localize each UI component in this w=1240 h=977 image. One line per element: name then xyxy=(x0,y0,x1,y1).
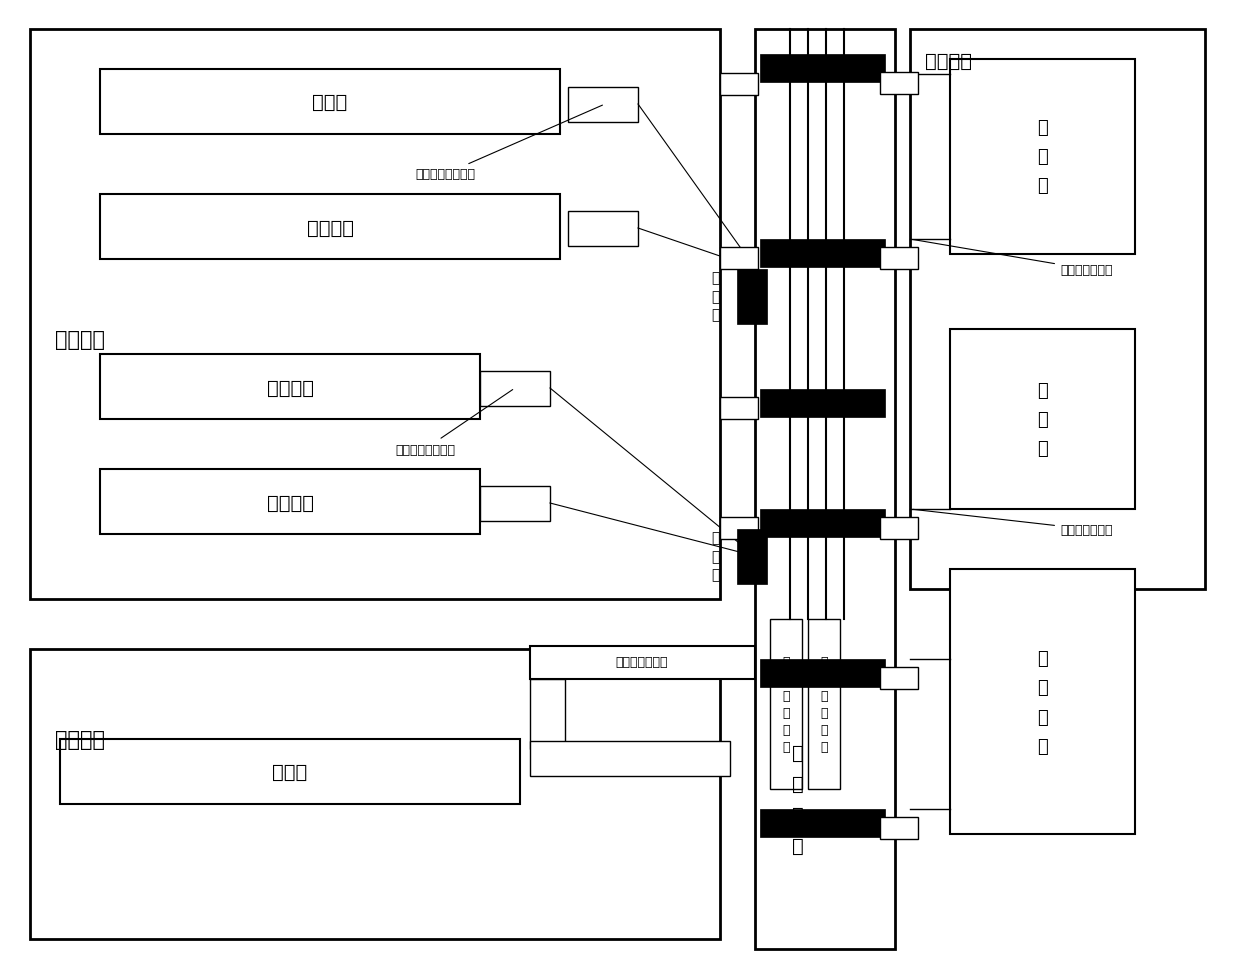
Bar xyxy=(760,55,885,83)
Bar xyxy=(760,239,885,268)
Bar xyxy=(720,248,758,270)
Text: 冷轧机运卷小车: 冷轧机运卷小车 xyxy=(913,510,1112,536)
Bar xyxy=(529,742,730,776)
Bar xyxy=(568,212,639,247)
Bar xyxy=(760,390,885,417)
Text: 冷
轧
机: 冷 轧 机 xyxy=(1037,118,1048,195)
Bar xyxy=(808,619,839,789)
Bar xyxy=(529,679,565,749)
Bar xyxy=(737,530,768,584)
Text: 冷轧车间: 冷轧车间 xyxy=(925,52,972,71)
Bar xyxy=(720,74,758,96)
Text: 堆
垛
机: 堆 垛 机 xyxy=(712,531,720,582)
Bar xyxy=(880,248,918,270)
Text: 热轧机: 热轧机 xyxy=(273,762,308,781)
Bar xyxy=(880,817,918,839)
Text: 高架仓库出料小车: 高架仓库出料小车 xyxy=(415,106,603,182)
Text: 精整车间: 精整车间 xyxy=(55,329,105,350)
Bar xyxy=(720,398,758,419)
Text: 冷轧机运卷小车: 冷轧机运卷小车 xyxy=(913,240,1112,276)
Bar xyxy=(480,371,551,406)
Text: 托
盘
运
输
机
构: 托 盘 运 输 机 构 xyxy=(820,656,828,753)
Bar xyxy=(760,809,885,837)
Bar xyxy=(755,30,895,949)
Bar xyxy=(100,355,480,419)
Bar xyxy=(30,650,720,939)
Text: 冷
连
轧
机: 冷 连 轧 机 xyxy=(1037,650,1048,755)
Bar xyxy=(880,518,918,539)
Bar xyxy=(737,270,768,324)
Bar xyxy=(480,487,551,522)
Bar xyxy=(60,740,520,804)
Text: 冷
轧
机: 冷 轧 机 xyxy=(1037,381,1048,458)
Bar xyxy=(880,73,918,95)
Text: 精整机组: 精整机组 xyxy=(267,378,314,397)
Bar xyxy=(100,70,560,135)
Bar xyxy=(720,518,758,539)
Bar xyxy=(950,329,1135,509)
Bar xyxy=(760,659,885,687)
Bar xyxy=(568,88,639,123)
Bar xyxy=(100,194,560,260)
Bar xyxy=(760,509,885,537)
Bar xyxy=(529,647,755,679)
Bar xyxy=(100,470,480,534)
Text: 托
盘
运
输
机
构: 托 盘 运 输 机 构 xyxy=(782,656,790,753)
Text: 退火炉: 退火炉 xyxy=(312,93,347,111)
Text: 热轧车间: 热轧车间 xyxy=(55,729,105,749)
Bar xyxy=(910,30,1205,589)
Bar xyxy=(770,619,802,789)
Bar xyxy=(950,60,1135,255)
Bar xyxy=(30,30,720,599)
Text: 精整机组: 精整机组 xyxy=(267,493,314,512)
Bar xyxy=(880,667,918,690)
Text: 热轧机出料机构: 热轧机出料机构 xyxy=(616,656,668,669)
Text: 高
架
仓
库: 高 架 仓 库 xyxy=(792,743,804,855)
Text: 高架仓库出料小车: 高架仓库出料小车 xyxy=(396,390,512,456)
Text: 精整机组: 精整机组 xyxy=(306,218,353,237)
Bar xyxy=(950,570,1135,834)
Text: 堆
垛
机: 堆 垛 机 xyxy=(712,272,720,322)
